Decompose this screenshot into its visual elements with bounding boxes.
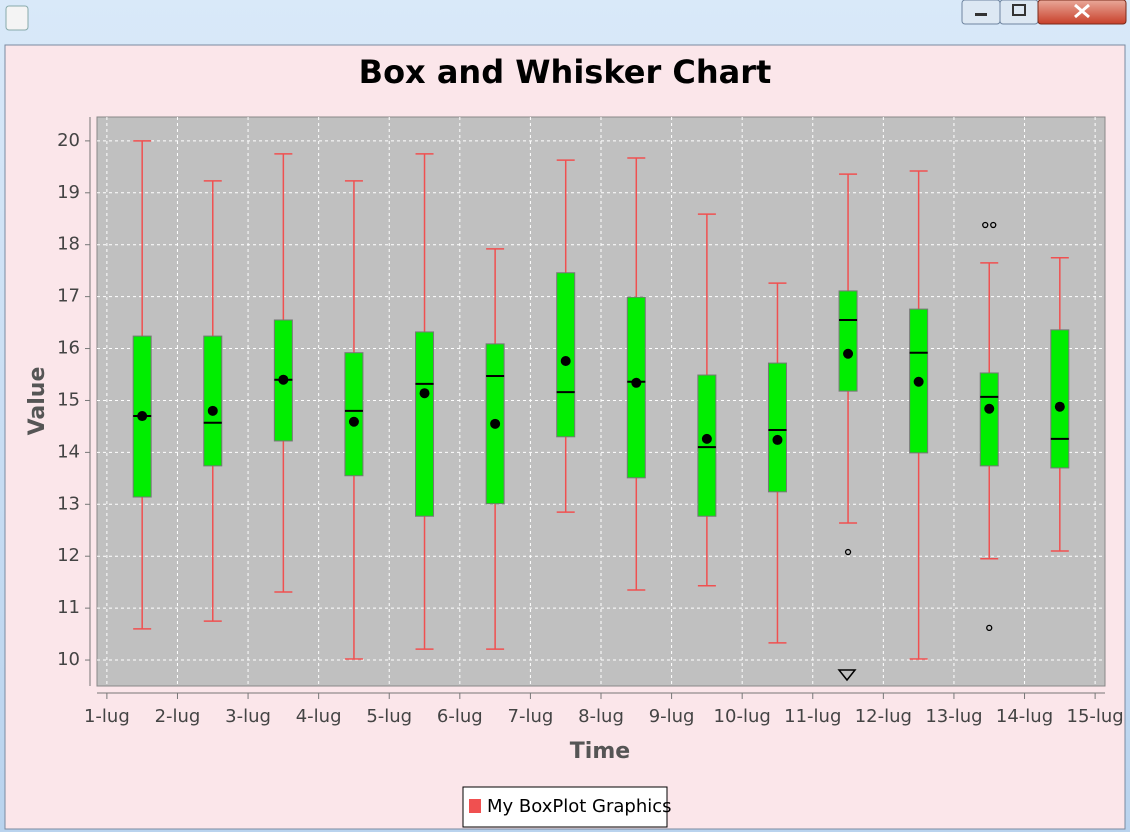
mean — [984, 403, 995, 414]
y-tick-label: 20 — [57, 130, 80, 151]
y-tick-label: 15 — [57, 389, 80, 410]
box — [1050, 329, 1070, 469]
x-tick-label: 12-lug — [855, 706, 912, 727]
outlier — [986, 624, 993, 632]
y-tick-label: 18 — [57, 234, 80, 255]
x-tick-label: 8-lug — [578, 706, 624, 727]
x-tick-label: 14-lug — [996, 706, 1053, 727]
far-out-marker — [837, 669, 857, 682]
mean — [207, 405, 218, 416]
y-tick-label: 17 — [57, 286, 80, 307]
box — [415, 331, 435, 517]
y-tick-label: 11 — [57, 597, 80, 618]
y-tick-label: 16 — [57, 338, 80, 359]
mean — [701, 433, 712, 444]
y-tick-label: 13 — [57, 493, 80, 514]
x-tick-label: 4-lug — [296, 706, 342, 727]
mean — [560, 356, 571, 367]
y-tick-label: 19 — [57, 182, 80, 203]
mean — [419, 388, 430, 399]
chart-title: Box and Whisker Chart — [359, 53, 772, 91]
y-tick-label: 12 — [57, 545, 80, 566]
x-tick-label: 13-lug — [925, 706, 982, 727]
outlier — [844, 548, 852, 556]
java-icon — [5, 5, 29, 31]
mean — [1054, 401, 1065, 412]
maximize-button[interactable] — [999, 0, 1039, 25]
mean — [913, 376, 924, 387]
box — [697, 374, 717, 517]
box — [767, 362, 787, 493]
close-glyph — [1074, 3, 1090, 19]
box — [203, 335, 223, 467]
mean — [843, 348, 854, 359]
mean — [137, 411, 148, 422]
x-tick-label: 9-lug — [649, 706, 695, 727]
box — [979, 372, 999, 467]
y-tick-label: 10 — [57, 649, 80, 670]
minimize-button[interactable] — [961, 0, 1001, 25]
legend — [462, 786, 668, 828]
outlier — [982, 221, 989, 229]
legend-swatch — [469, 799, 481, 813]
mean — [278, 374, 289, 385]
x-tick-label: 3-lug — [225, 706, 271, 727]
y-tick-label: 14 — [57, 441, 80, 462]
x-tick-label: 6-lug — [437, 706, 483, 727]
legend-label: My BoxPlot Graphics — [487, 796, 672, 817]
box — [344, 352, 364, 477]
mean — [490, 418, 501, 429]
mean — [772, 434, 783, 445]
x-tick-label: 11-lug — [784, 706, 841, 727]
x-tick-label: 7-lug — [508, 706, 554, 727]
box — [556, 272, 576, 438]
x-axis-label: Time — [570, 739, 630, 764]
y-axis-label: Value — [25, 367, 50, 436]
outlier — [990, 221, 997, 229]
x-tick-label: 10-lug — [714, 706, 771, 727]
box — [838, 290, 858, 392]
x-tick-label: 1-lug — [84, 706, 130, 727]
minimize-glyph — [975, 13, 987, 16]
maximize-glyph — [1012, 4, 1026, 16]
x-tick-label: 15-lug — [1067, 706, 1124, 727]
x-tick-label: 5-lug — [366, 706, 412, 727]
mean — [631, 377, 642, 388]
x-tick-label: 2-lug — [155, 706, 201, 727]
mean — [348, 416, 359, 427]
